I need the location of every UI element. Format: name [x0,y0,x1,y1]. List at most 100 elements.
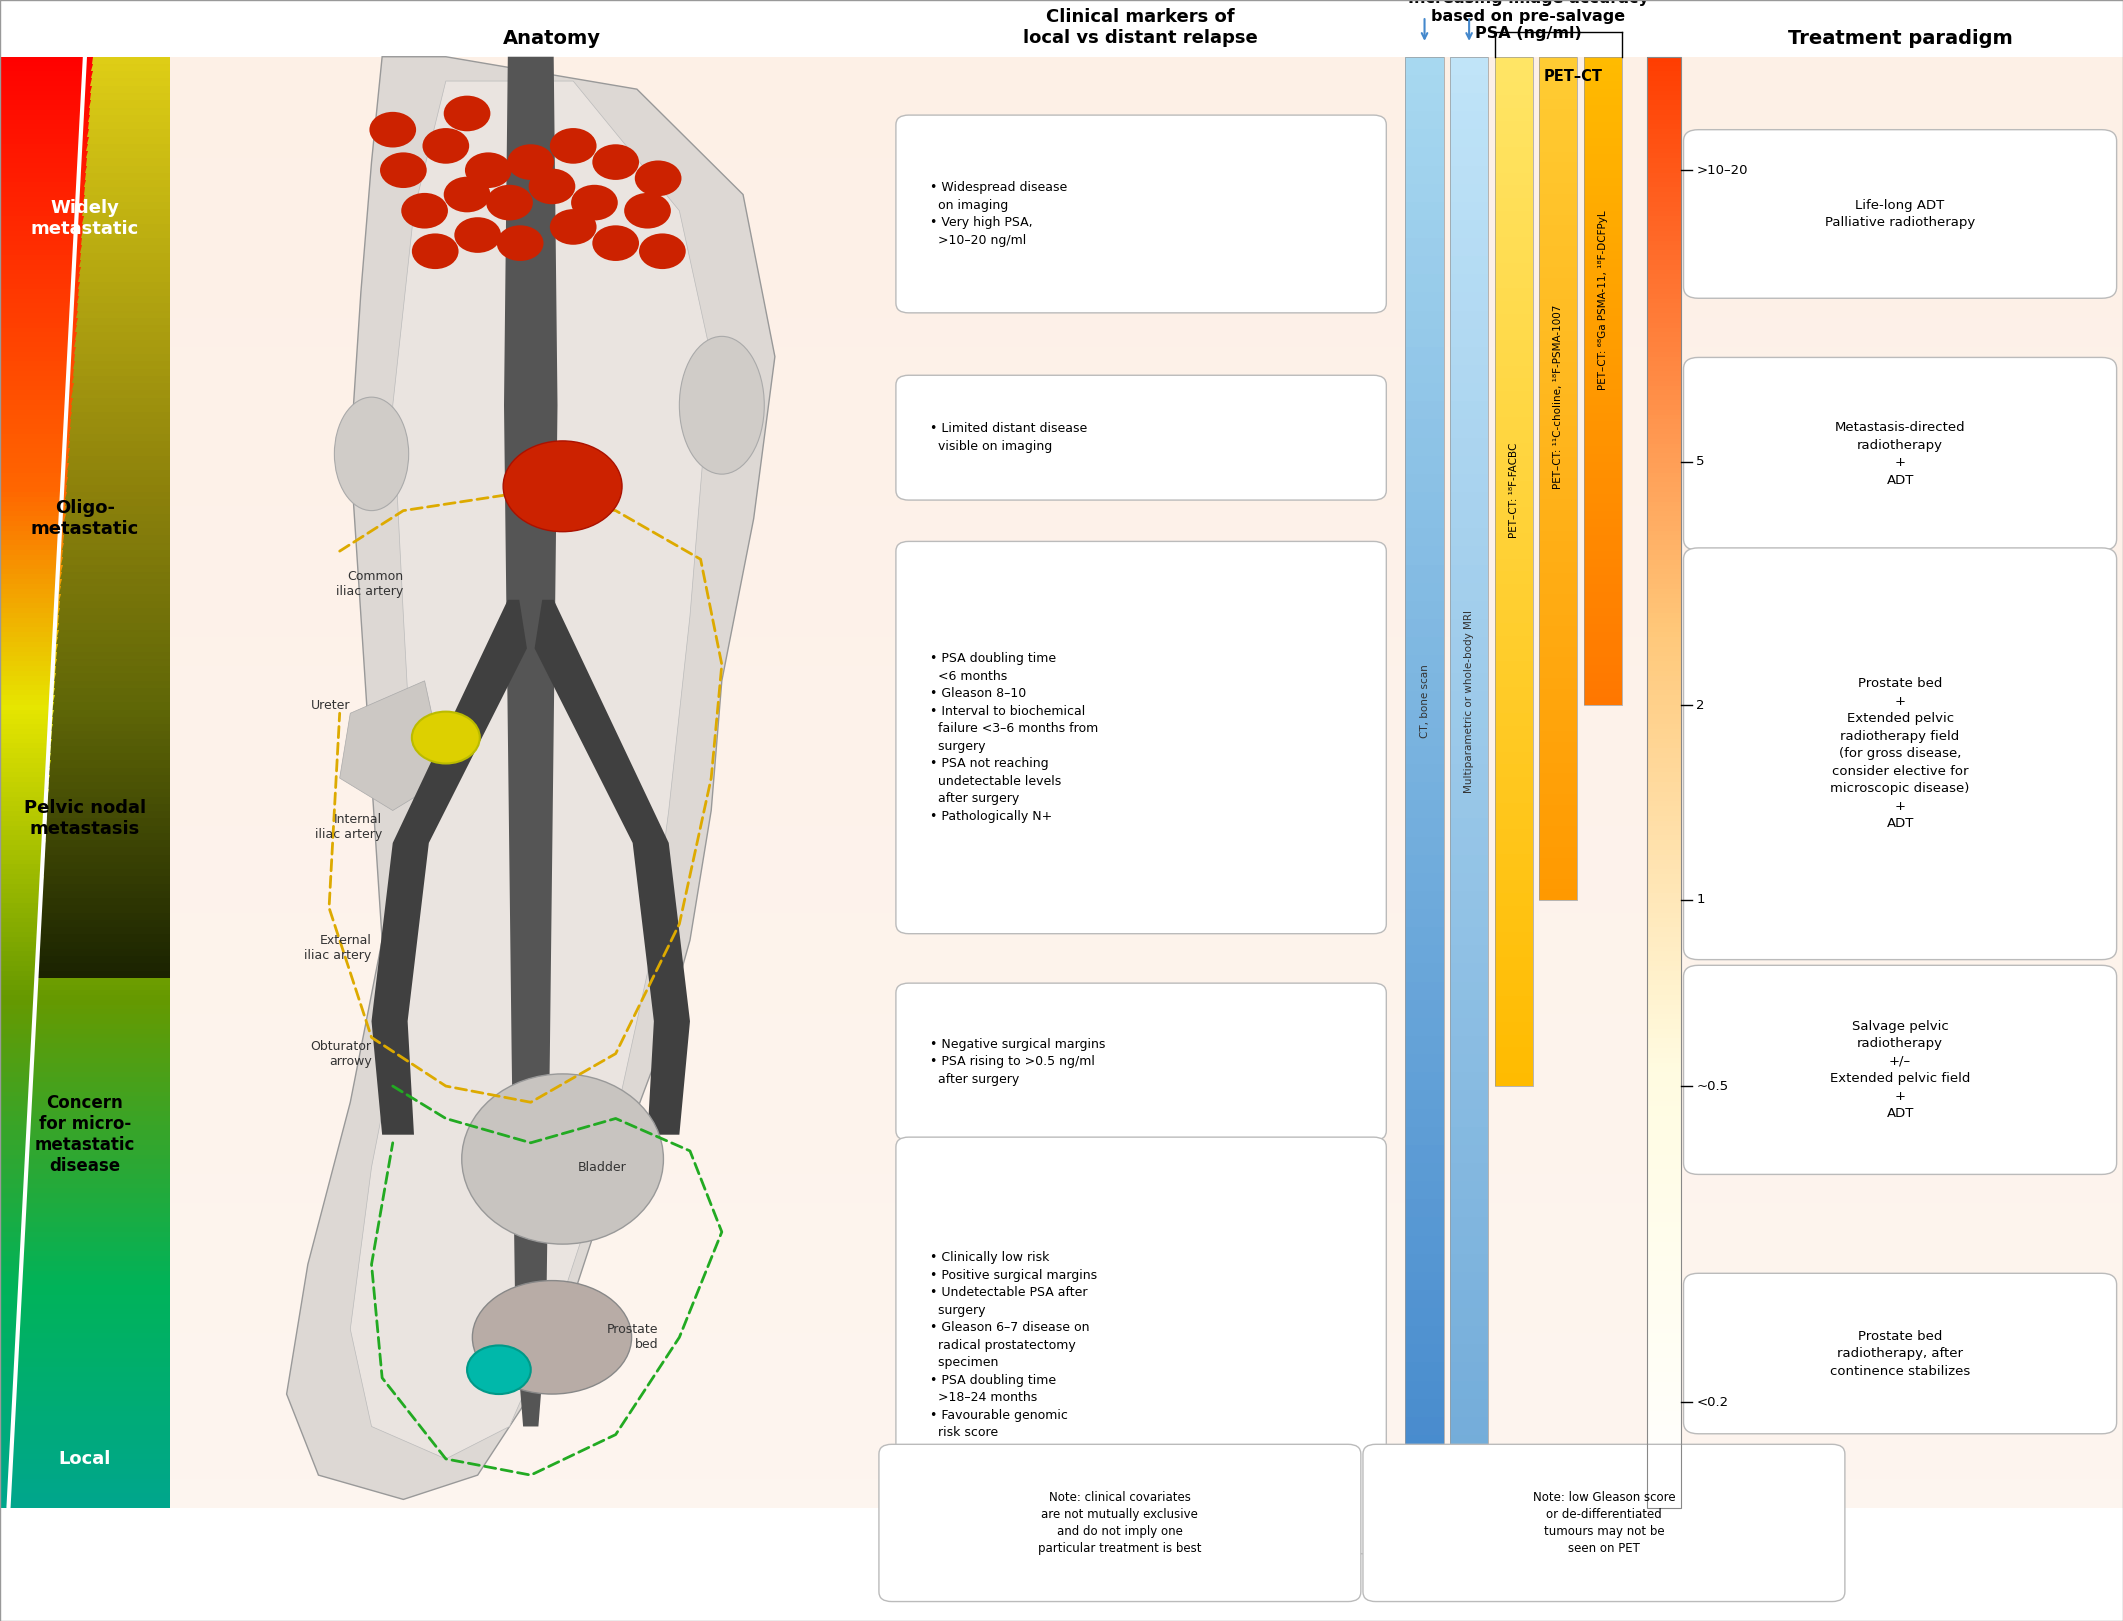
Bar [1450,274,1488,292]
Bar [0,1054,170,1059]
Bar [1450,1073,1488,1091]
Bar [0,1149,170,1154]
Bar [1647,1276,1681,1281]
Bar [1647,1354,1681,1358]
Bar [1539,520,1577,532]
Bar [1450,601,1488,619]
Bar [0,869,170,874]
Bar [170,434,2123,449]
Bar [1495,340,1533,353]
Bar [1647,220,1681,225]
Bar [1647,1362,1681,1367]
Polygon shape [40,883,170,892]
Bar [0,115,170,120]
Bar [170,1334,2123,1349]
Bar [1647,796,1681,801]
Bar [1450,1344,1488,1362]
Polygon shape [47,804,170,810]
Bar [1539,773,1577,785]
Bar [1647,206,1681,211]
Bar [170,810,2123,825]
Bar [0,515,170,520]
Bar [0,1459,170,1464]
Bar [0,405,170,410]
Bar [1647,264,1681,269]
Bar [1647,859,1681,864]
Bar [0,130,170,135]
Bar [0,230,170,235]
Bar [1450,1054,1488,1073]
Polygon shape [62,558,170,564]
Bar [0,778,170,781]
Bar [1405,710,1444,728]
Bar [1647,164,1681,169]
Bar [1405,420,1444,438]
Polygon shape [79,274,170,282]
Bar [1584,227,1622,235]
Bar [170,579,2123,593]
Bar [170,666,2123,681]
Bar [1584,89,1622,97]
Bar [0,342,170,347]
Bar [1647,720,1681,725]
Bar [1647,1396,1681,1401]
Bar [0,1086,170,1091]
Bar [0,1178,170,1183]
Polygon shape [70,420,170,426]
Bar [1450,57,1488,75]
Bar [1405,982,1444,1000]
Text: PET–CT: ⁶⁸Ga PSMA-11, ¹⁸F-DCFPyL: PET–CT: ⁶⁸Ga PSMA-11, ¹⁸F-DCFPyL [1599,211,1607,389]
Bar [0,193,170,198]
Bar [1647,1086,1681,1091]
Bar [1450,619,1488,637]
Bar [1405,183,1444,203]
Bar [1584,430,1622,438]
Bar [1539,321,1577,331]
Bar [1405,112,1444,130]
Text: Obturator
arrowy: Obturator arrowy [310,1039,372,1068]
Bar [1647,825,1681,830]
Bar [1495,958,1533,971]
Bar [1405,75,1444,92]
Bar [0,254,170,259]
Bar [1495,906,1533,919]
Bar [0,135,170,139]
Bar [170,695,2123,710]
Bar [1495,224,1533,237]
Bar [0,352,170,357]
Bar [1405,365,1444,383]
Polygon shape [40,898,170,906]
Bar [1647,376,1681,381]
Bar [1584,567,1622,575]
Polygon shape [55,673,170,681]
Bar [1584,259,1622,267]
Bar [0,947,170,952]
Polygon shape [36,963,170,971]
Bar [0,695,170,700]
Bar [1647,618,1681,622]
Circle shape [486,185,533,220]
Bar [1539,804,1577,815]
Polygon shape [40,906,170,913]
Bar [1647,666,1681,671]
Bar [1495,919,1533,932]
Bar [1495,893,1533,906]
Bar [1450,945,1488,963]
Bar [0,744,170,749]
Bar [1495,584,1533,597]
Bar [1647,125,1681,130]
Bar [1405,1326,1444,1344]
Bar [0,391,170,396]
Bar [1450,1036,1488,1054]
Bar [1647,1049,1681,1054]
Bar [1647,627,1681,632]
Bar [0,250,170,254]
Bar [0,1381,170,1386]
Bar [1495,687,1533,700]
Bar [1450,311,1488,329]
Bar [170,173,2123,188]
Bar [1539,626,1577,635]
Bar [170,449,2123,464]
Bar [1584,243,1622,251]
Bar [0,550,170,554]
